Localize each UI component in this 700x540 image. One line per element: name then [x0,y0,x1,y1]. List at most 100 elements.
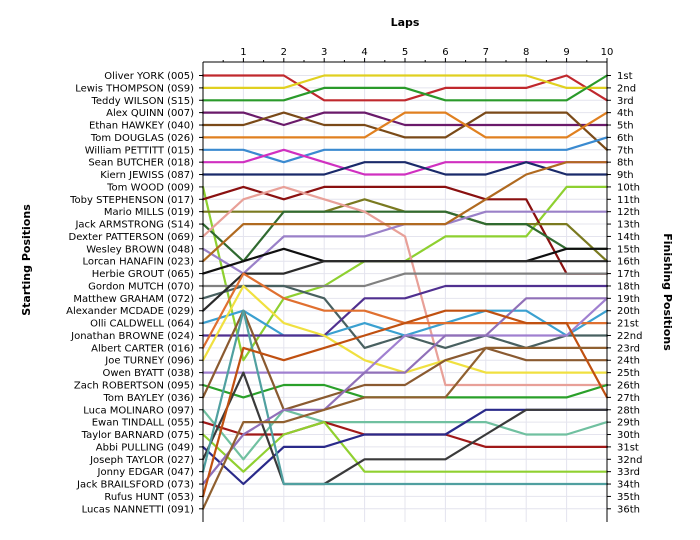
driver-label: Lorcan HANAFIN (023) [83,257,195,268]
series-line-5 [201,111,609,151]
driver-label: Ethan HAWKEY (040) [89,121,194,132]
driver-label: Alex QUINN (007) [106,108,194,119]
series-line-27 [201,309,609,411]
y-axis-title-left: Starting Positions [20,204,33,316]
finishing-position-label: 12th [617,207,640,218]
finishing-position-label: 14th [617,232,640,243]
lap-tick-label: 1 [240,47,246,58]
driver-label: Herbie GROUT (065) [92,269,194,280]
finishing-position-label: 5th [617,121,634,132]
driver-labels: Oliver YORK (005)Lewis THOMPSON (0S9) Ted… [66,71,194,515]
series-line-7 [201,136,609,164]
driver-label: Alexander MCDADE (029) [66,306,194,317]
series-line-35 [201,309,609,498]
finishing-position-label: 6th [617,133,634,144]
series-line-33 [201,309,609,486]
finishing-position-label: 25th [617,368,640,379]
driver-label: Jonny EDGAR (047) [97,467,195,478]
finishing-position-label: 8th [617,158,634,169]
finishing-position-label: 22nd [617,331,642,342]
driver-label: Jonathan BROWNE (024) [70,331,194,342]
finishing-position-label: 36th [617,504,640,515]
lap-tick-label: 8 [523,47,529,58]
series-line-13 [201,210,609,263]
finishing-position-label: 27th [617,393,640,404]
finishing-position-label: 10th [617,182,640,193]
series-lines [201,74,609,510]
finishing-position-label: 16th [617,257,640,268]
driver-label: Tom WOOD (009) [106,182,194,193]
series-line-20 [201,260,609,312]
driver-label: Albert CARTER (016) [91,343,194,354]
finishing-position-label: 9th [617,170,634,181]
finishing-position-label: 18th [617,281,640,292]
series-line-16 [201,161,609,263]
finishing-position-label: 19th [617,294,640,305]
x-axis-title: Laps [391,16,420,29]
finishing-position-label: 2nd [617,83,636,94]
finishing-position-label: 4th [617,108,634,119]
driver-label: Zach ROBERTSON (095) [74,381,194,392]
finishing-position-label: 15th [617,244,640,255]
driver-label: Joe TURNEY (096) [104,356,194,367]
finishing-position-label: 3rd [617,96,634,107]
driver-label: Luca MOLINARO (097) [83,405,194,416]
finishing-position-label: 28th [617,405,640,416]
driver-label: Abbi PULLING (049) [96,442,194,453]
lap-tick-label: 4 [361,47,367,58]
driver-label: Wesley BROWN (048) [86,244,194,255]
series-line-32 [201,371,609,486]
driver-label: Olli CALDWELL (064) [90,319,194,330]
lap-tick-label: 10 [601,47,614,58]
driver-label: Joseph TAYLOR (027) [89,455,194,466]
finishing-position-label: 31st [617,442,639,453]
lap-tick-label: 2 [281,47,287,58]
driver-label: Owen BYATT (038) [102,368,194,379]
finishing-position-label: 32nd [617,455,642,466]
lap-tick-label: 9 [563,47,569,58]
series-line-22 [201,284,609,337]
series-line-36 [201,346,609,510]
series-line-2 [201,74,609,90]
series-line-1 [201,74,609,102]
lap-tick-label: 5 [402,47,408,58]
finishing-position-label: 26th [617,381,640,392]
series-line-4 [201,111,609,127]
series-line-6 [201,111,609,139]
series-line-25 [201,297,609,374]
finishing-position-label: 29th [617,418,640,429]
driver-label: Lewis THOMPSON (0S9) [75,83,194,94]
series-line-9 [201,161,609,176]
y-axis-title-right: Finishing Positions [661,233,674,351]
finishing-position-label: 33rd [617,467,640,478]
lap-tick-label: 3 [321,47,327,58]
series-line-14 [201,185,609,387]
driver-label: Matthew GRAHAM (072) [73,294,194,305]
driver-label: Gordon MUTCH (070) [88,281,194,292]
driver-label: Rufus HUNT (053) [104,492,194,503]
axes [199,58,611,522]
driver-label: Toby STEPHENSON (017) [69,195,194,206]
finishing-position-label: 13th [617,220,640,231]
lap-tick-label: 7 [483,47,489,58]
series-line-8 [201,148,609,176]
finishing-position-label: 20th [617,306,640,317]
series-line-34 [201,297,609,486]
lap-tick-label: 6 [442,47,448,58]
finishing-position-label: 24th [617,356,640,367]
driver-label: Mario MILLS (019) [104,207,194,218]
finishing-position-label: 21st [617,319,639,330]
driver-label: William PETTITT (015) [85,145,194,156]
series-line-3 [201,74,609,102]
finishing-position-label: 17th [617,269,640,280]
driver-label: Jack ARMSTRONG (S14) [74,220,194,231]
driver-label: Kiern JEWISS (087) [100,170,194,181]
finishing-position-label: 35th [617,492,640,503]
driver-label: Teddy WILSON (S15) [90,96,194,107]
driver-label: Ewan TINDALL (055) [92,418,194,429]
driver-label: Taylor BARNARD (075) [81,430,194,441]
driver-label: Tom DOUGLAS (026) [90,133,194,144]
driver-label: Dexter PATTERSON (069) [69,232,195,243]
